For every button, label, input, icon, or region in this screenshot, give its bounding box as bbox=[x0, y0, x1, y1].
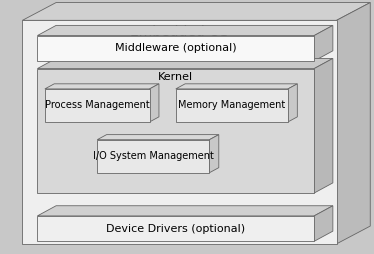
Polygon shape bbox=[37, 58, 333, 69]
Polygon shape bbox=[314, 25, 333, 61]
Polygon shape bbox=[37, 206, 333, 216]
Bar bbox=[176, 89, 288, 122]
Bar bbox=[37, 36, 314, 61]
Polygon shape bbox=[337, 3, 370, 244]
Bar bbox=[37, 69, 314, 193]
Polygon shape bbox=[288, 84, 297, 122]
Polygon shape bbox=[150, 84, 159, 122]
Text: Memory Management: Memory Management bbox=[178, 100, 285, 110]
Bar bbox=[45, 89, 150, 122]
Text: I/O System Management: I/O System Management bbox=[93, 151, 214, 161]
Text: Embedded OS: Embedded OS bbox=[130, 25, 229, 39]
Polygon shape bbox=[314, 58, 333, 193]
Text: Process Management: Process Management bbox=[45, 100, 150, 110]
Text: Device Drivers (optional): Device Drivers (optional) bbox=[106, 224, 245, 234]
Bar bbox=[37, 216, 314, 241]
Polygon shape bbox=[22, 3, 370, 20]
Polygon shape bbox=[45, 84, 159, 89]
Text: Kernel: Kernel bbox=[158, 72, 193, 82]
Bar bbox=[97, 140, 209, 173]
Polygon shape bbox=[314, 206, 333, 241]
Bar bbox=[22, 20, 337, 244]
Polygon shape bbox=[97, 135, 219, 140]
Polygon shape bbox=[37, 25, 333, 36]
Text: Middleware (optional): Middleware (optional) bbox=[115, 43, 237, 53]
Polygon shape bbox=[209, 135, 219, 173]
Polygon shape bbox=[176, 84, 297, 89]
